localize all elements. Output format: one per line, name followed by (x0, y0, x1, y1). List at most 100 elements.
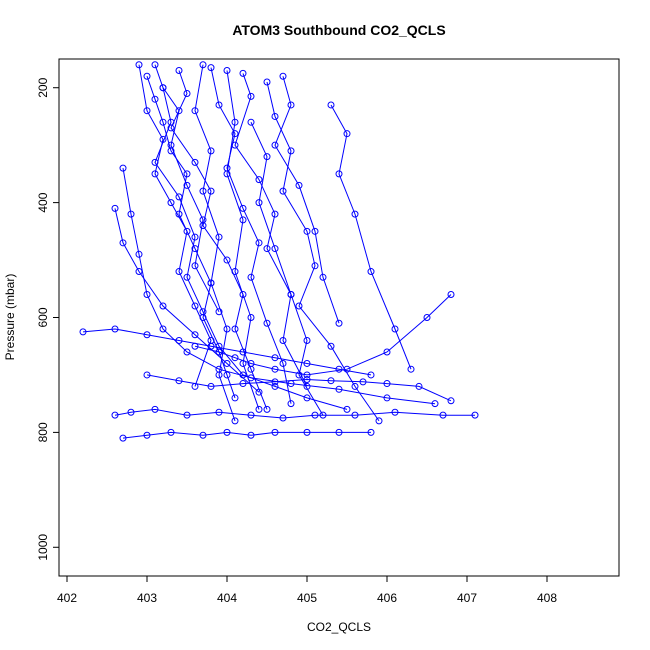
y-tick-label: 1000 (36, 534, 50, 561)
data-point (159, 84, 167, 92)
chart-title: ATOM3 Southbound CO2_QCLS (232, 22, 445, 38)
data-point (391, 408, 399, 416)
data-point (215, 233, 223, 241)
data-point (279, 72, 287, 80)
series-line (194, 294, 452, 376)
data-point (263, 319, 271, 327)
x-tick-label: 407 (457, 591, 477, 605)
data-point (335, 170, 343, 178)
data-point (335, 428, 343, 436)
data-point (255, 388, 263, 396)
data-point (247, 273, 255, 281)
data-point (135, 250, 143, 258)
data-point (303, 376, 311, 384)
data-point (175, 193, 183, 201)
x-tick-label: 408 (537, 591, 557, 605)
data-point (127, 210, 135, 218)
data-point (271, 210, 279, 218)
data-point (191, 302, 199, 310)
data-point (271, 112, 279, 120)
data-point (151, 405, 159, 413)
data-point (159, 325, 167, 333)
data-point (119, 164, 127, 172)
data-point (207, 382, 215, 390)
data-point (391, 325, 399, 333)
data-point (343, 130, 351, 138)
data-point (239, 69, 247, 77)
data-point (119, 434, 127, 442)
data-point (247, 411, 255, 419)
data-point (263, 78, 271, 86)
data-point (351, 411, 359, 419)
data-point (407, 365, 415, 373)
data-point (151, 170, 159, 178)
data-point (191, 107, 199, 115)
data-point (231, 130, 239, 138)
data-point (151, 95, 159, 103)
x-tick-label: 403 (137, 591, 157, 605)
data-point (199, 187, 207, 195)
data-point (279, 359, 287, 367)
data-point (271, 354, 279, 362)
data-point (135, 61, 143, 69)
data-point (223, 325, 231, 333)
data-point (207, 64, 215, 72)
data-point (247, 118, 255, 126)
data-point (263, 245, 271, 253)
data-point (263, 405, 271, 413)
series-line (266, 81, 380, 422)
data-point (303, 428, 311, 436)
data-point (183, 170, 191, 178)
data-point (175, 268, 183, 276)
data-point (303, 382, 311, 390)
data-point (247, 314, 255, 321)
series-line (170, 70, 268, 410)
data-point (287, 147, 295, 155)
data-point (135, 268, 143, 276)
data-point (207, 147, 215, 155)
data-point (231, 394, 239, 402)
data-point (127, 408, 135, 416)
data-point (231, 268, 239, 276)
data-point (271, 378, 279, 386)
data-point (111, 325, 119, 333)
series-line (226, 70, 260, 410)
data-point (303, 394, 311, 402)
data-point (239, 204, 247, 212)
data-point (367, 428, 375, 436)
data-series (79, 61, 479, 442)
x-tick-label: 405 (297, 591, 317, 605)
y-axis-label: Pressure (mbar) (3, 274, 17, 361)
data-point (335, 385, 343, 393)
plot-frame (58, 58, 620, 577)
data-point (143, 72, 151, 80)
data-point (215, 371, 223, 379)
data-point (167, 141, 175, 149)
data-point (335, 319, 343, 327)
data-point (247, 92, 255, 100)
data-point (231, 118, 239, 126)
data-point (295, 181, 303, 189)
data-point (367, 268, 375, 276)
data-point (327, 342, 335, 350)
data-point (183, 181, 191, 189)
data-point (311, 262, 319, 270)
data-point (311, 227, 319, 235)
data-point (383, 348, 391, 356)
data-point (231, 141, 239, 149)
data-point (167, 199, 175, 207)
data-point (431, 400, 439, 408)
data-point (367, 371, 375, 379)
series-line (194, 64, 236, 422)
data-point (183, 89, 191, 97)
data-point (191, 233, 199, 241)
series-line (234, 73, 324, 416)
data-point (271, 428, 279, 436)
data-point (447, 291, 455, 299)
data-point (255, 405, 263, 413)
data-point (183, 273, 191, 281)
data-point (215, 348, 223, 356)
data-point (279, 187, 287, 195)
data-point (199, 216, 207, 224)
